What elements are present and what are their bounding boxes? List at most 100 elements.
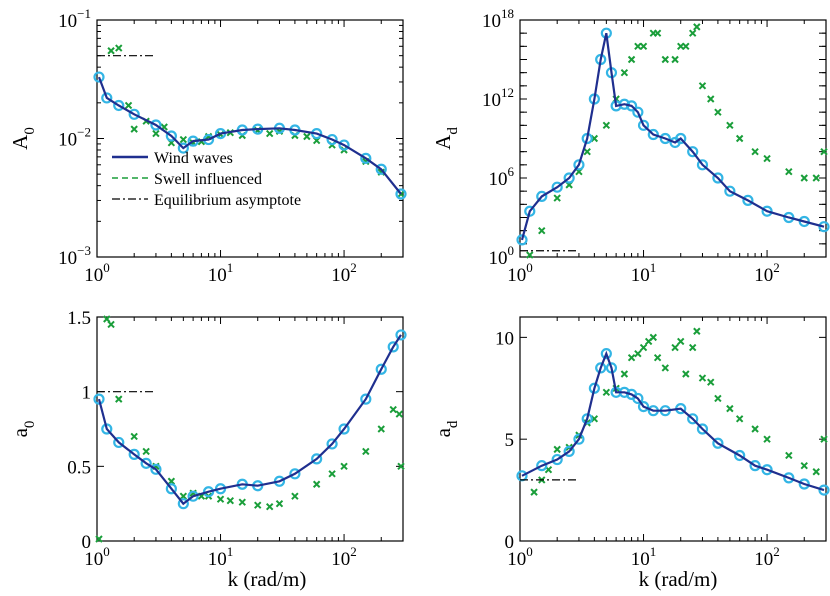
swell-point xyxy=(649,333,658,342)
wind-point xyxy=(536,460,548,472)
x-tick-label: 100 xyxy=(84,260,110,286)
swell-point xyxy=(152,129,160,138)
swell-point xyxy=(95,535,103,543)
swell-point xyxy=(583,147,591,156)
wind-point xyxy=(165,130,177,142)
wind-point xyxy=(761,205,773,217)
swell-point xyxy=(688,29,697,37)
wind-point xyxy=(202,486,215,498)
swell-point xyxy=(682,42,690,51)
wind-point xyxy=(326,438,338,450)
swell-point xyxy=(800,174,808,182)
wind-point xyxy=(150,463,162,475)
wind-point xyxy=(516,470,528,482)
wind-point xyxy=(338,139,350,151)
swell-point xyxy=(812,174,820,182)
wind-point xyxy=(93,71,105,83)
wind-point xyxy=(761,464,773,476)
y-tick-label: 106 xyxy=(489,164,515,190)
swell-point xyxy=(688,343,697,352)
axes-frame xyxy=(96,316,404,542)
swell-point xyxy=(707,95,715,103)
swell-point xyxy=(328,470,336,478)
swell-point xyxy=(620,68,629,77)
y-tick-label: 1.5 xyxy=(67,308,91,329)
wind-point xyxy=(573,433,585,445)
swell-point xyxy=(800,461,808,470)
wind-point xyxy=(311,453,323,465)
swell-point xyxy=(751,425,759,433)
x-axis-label-left: k (rad/m) xyxy=(228,567,307,591)
swell-point xyxy=(620,370,629,378)
wind-point xyxy=(783,211,795,224)
swell-point xyxy=(763,154,771,163)
swell-point xyxy=(312,480,321,488)
x-tick-label: 101 xyxy=(631,260,657,286)
wind-point xyxy=(177,142,189,154)
wind-waves-line xyxy=(520,32,825,241)
wind-point xyxy=(113,99,125,112)
wind-point xyxy=(551,181,563,193)
wind-point xyxy=(632,106,644,118)
swell-point xyxy=(639,343,648,352)
axes-frame xyxy=(519,316,827,542)
wind-point xyxy=(818,221,830,233)
wind-point xyxy=(647,128,659,141)
swell-point xyxy=(167,477,176,485)
y-tick-label: 10−2 xyxy=(58,125,91,151)
swell-point xyxy=(707,378,715,386)
y-tick-label: 1018 xyxy=(482,6,514,32)
swell-point xyxy=(124,101,133,110)
swell-point xyxy=(226,496,235,505)
panel-a0: 100 101 102 0 0.5 1 1.5 a0 xyxy=(8,308,407,570)
swell-point xyxy=(265,129,274,138)
swell-point xyxy=(634,349,642,358)
wind-point xyxy=(326,133,338,146)
legend-entry-swell: Swell influenced xyxy=(154,171,262,188)
swell-point xyxy=(602,388,611,397)
wind-point xyxy=(165,483,177,495)
swell-point xyxy=(130,432,138,441)
y-tick-label: 0 xyxy=(505,532,515,553)
swell-point xyxy=(275,499,284,508)
wind-point xyxy=(749,460,761,472)
swell-point xyxy=(627,55,636,64)
swell-point xyxy=(107,320,115,329)
wind-point xyxy=(742,194,754,206)
swell-point xyxy=(751,147,759,156)
swell-point xyxy=(698,82,707,90)
swell-point xyxy=(238,498,246,506)
swell-point xyxy=(291,492,299,500)
wind-point xyxy=(637,119,650,131)
swell-point xyxy=(698,374,707,382)
wind-point xyxy=(395,329,407,341)
x-tick-label: 102 xyxy=(754,544,780,570)
wind-point xyxy=(101,423,113,435)
x-tick-label: 100 xyxy=(84,544,110,570)
wind-point xyxy=(659,132,671,145)
swell-point xyxy=(693,327,701,335)
y-tick-label: 10−1 xyxy=(58,6,91,32)
wind-point xyxy=(563,445,575,457)
swell-point xyxy=(693,23,701,31)
swell-point xyxy=(785,168,793,176)
wind-point xyxy=(637,401,650,413)
wind-point xyxy=(536,190,548,203)
wind-point xyxy=(360,152,372,164)
swell-point xyxy=(553,445,561,454)
legend-entry-asymptote: Equilibrium asymptote xyxy=(154,192,301,209)
swell-point xyxy=(389,405,397,414)
x-axis-label-right: k (rad/m) xyxy=(639,567,718,591)
x-tick-label: 102 xyxy=(331,544,357,570)
wind-waves-line xyxy=(97,334,402,506)
x-tick-label: 101 xyxy=(208,260,234,286)
swell-point xyxy=(216,495,225,503)
swell-point xyxy=(785,451,793,460)
x-tick-label: 101 xyxy=(631,544,657,570)
swell-point xyxy=(395,410,404,418)
wind-point xyxy=(600,348,612,360)
swell-point xyxy=(602,121,611,130)
y-tick-label: 10 xyxy=(495,328,514,349)
swell-point xyxy=(397,462,405,471)
wind-point xyxy=(696,423,709,435)
